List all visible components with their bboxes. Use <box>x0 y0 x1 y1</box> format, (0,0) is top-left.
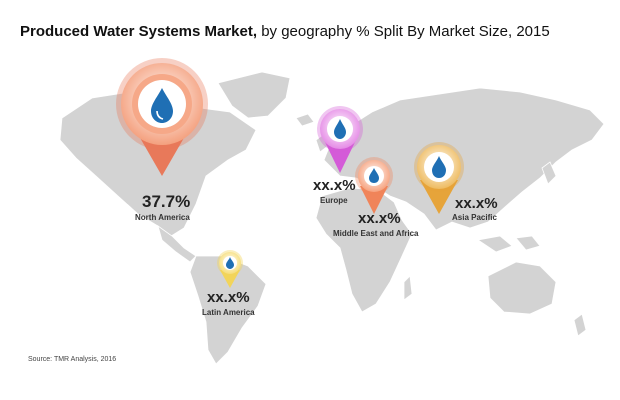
chart-title: Produced Water Systems Market, by geogra… <box>20 23 550 40</box>
value-middle-east-africa: xx.x% <box>358 210 401 227</box>
pin-north-america[interactable] <box>116 58 208 176</box>
title-rest: by geography % Split By Market Size, 201… <box>257 23 550 40</box>
water-drop-icon <box>432 156 446 178</box>
pin-europe[interactable] <box>317 106 363 173</box>
pin-middle-east-africa[interactable] <box>355 157 393 214</box>
water-drop-icon <box>151 88 173 123</box>
label-latin-america: Latin America <box>202 308 255 317</box>
source-note: Source: TMR Analysis, 2016 <box>28 356 117 363</box>
label-europe: Europe <box>320 196 348 205</box>
label-north-america: North America <box>135 213 190 222</box>
title-bold: Produced Water Systems Market, <box>20 23 258 40</box>
pin-latin-america[interactable] <box>217 250 243 288</box>
pin-asia-pacific[interactable] <box>414 142 464 214</box>
water-drop-icon <box>369 168 379 183</box>
value-europe: xx.x% <box>313 177 356 194</box>
value-latin-america: xx.x% <box>207 289 250 306</box>
label-middle-east-africa: Middle East and Africa <box>333 229 419 238</box>
value-north-america: 37.7% <box>142 192 191 211</box>
water-drop-icon <box>334 119 346 139</box>
water-drop-icon <box>226 257 234 269</box>
value-asia-pacific: xx.x% <box>455 195 498 212</box>
label-asia-pacific: Asia Pacific <box>452 213 497 222</box>
